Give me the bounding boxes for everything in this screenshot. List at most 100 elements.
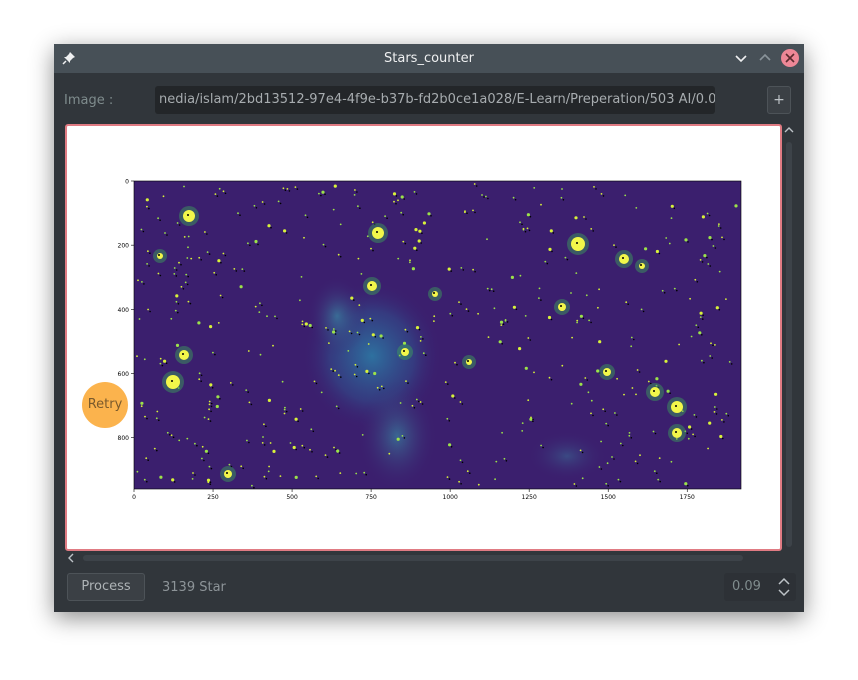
detection-marker — [340, 376, 342, 378]
horizontal-scrollbar[interactable] — [65, 553, 782, 563]
detection-marker — [502, 323, 505, 325]
star-mark — [267, 398, 271, 402]
star-mark — [579, 449, 582, 452]
bright-star — [650, 387, 660, 397]
detection-marker — [675, 431, 677, 433]
star-mark — [339, 223, 342, 226]
detection-marker — [462, 269, 465, 271]
spin-arrows-icon[interactable] — [777, 576, 791, 598]
star-mark — [701, 215, 706, 219]
star-field-plot: 0 200 400 600 800 0 250 500 750 1000 1250 1500 1750 — [118, 179, 742, 501]
bright-star — [432, 291, 438, 297]
detection-marker — [413, 407, 416, 409]
detection-marker — [695, 416, 698, 418]
detection-marker — [506, 321, 509, 323]
star-mark — [183, 185, 185, 188]
detection-marker — [604, 410, 606, 413]
bright-star — [671, 401, 683, 413]
star-mark — [639, 454, 641, 457]
star-mark — [157, 272, 160, 275]
star-mark — [213, 271, 216, 274]
vertical-scroll-thumb[interactable] — [786, 142, 792, 547]
plot-area: 0 200 400 600 800 0 250 500 750 1000 1250 1500 1750 — [118, 179, 742, 501]
horizontal-scroll-thumb[interactable] — [83, 555, 743, 561]
detection-marker — [263, 444, 266, 446]
star-mark — [418, 229, 422, 233]
maximize-icon[interactable] — [756, 49, 774, 67]
stars-counter-window: Stars_counter Image : nedia/islam/2bd135… — [54, 44, 804, 612]
star-mark — [272, 449, 276, 453]
star-mark — [581, 477, 584, 480]
star-mark — [512, 196, 515, 199]
star-mark — [688, 425, 692, 429]
star-mark — [693, 414, 696, 416]
star-mark — [718, 270, 721, 273]
add-image-button[interactable]: + — [767, 86, 791, 114]
process-button[interactable]: Process — [67, 573, 145, 601]
threshold-value[interactable]: 0.09 — [732, 579, 761, 594]
detection-marker — [311, 451, 313, 453]
detection-marker — [171, 380, 173, 382]
star-mark — [400, 211, 403, 214]
retry-button[interactable]: Retry — [82, 382, 128, 428]
star-mark — [698, 331, 702, 335]
detection-marker — [247, 391, 249, 393]
star-mark — [728, 361, 731, 363]
star-mark — [411, 404, 414, 407]
vertical-scrollbar[interactable] — [783, 124, 795, 554]
minimize-icon[interactable] — [732, 49, 750, 67]
detection-marker — [551, 250, 553, 253]
detection-marker — [284, 189, 287, 192]
window-title: Stars_counter — [384, 51, 474, 66]
detection-marker — [161, 364, 164, 367]
star-mark — [713, 411, 716, 413]
scroll-up-icon[interactable] — [784, 127, 794, 133]
star-mark — [254, 305, 257, 308]
star-mark — [655, 249, 660, 254]
star-mark — [454, 361, 456, 364]
detection-marker — [324, 193, 326, 195]
star-mark — [526, 227, 529, 230]
star-mark — [147, 250, 149, 253]
detection-marker — [301, 410, 304, 412]
detection-marker — [365, 473, 368, 476]
threshold-spinbox[interactable]: 0.09 — [724, 573, 796, 601]
star-mark — [187, 246, 189, 249]
star-mark — [283, 412, 286, 415]
star-mark — [371, 221, 374, 224]
scroll-left-icon[interactable] — [68, 553, 74, 563]
star-mark — [422, 352, 425, 355]
detection-marker — [730, 363, 733, 365]
star-mark — [402, 240, 405, 243]
detection-marker — [487, 197, 489, 200]
detection-marker — [711, 238, 713, 241]
title-bar[interactable]: Stars_counter — [54, 44, 804, 73]
star-mark — [504, 319, 507, 322]
nebula-filament — [307, 276, 367, 356]
star-mark — [166, 431, 169, 434]
star-mark — [217, 259, 221, 263]
detection-marker — [701, 261, 704, 263]
detection-marker — [461, 403, 464, 405]
star-mark — [571, 336, 573, 339]
star-mark — [396, 437, 400, 441]
detection-marker — [378, 389, 381, 391]
star-mark — [173, 273, 176, 275]
detection-marker — [312, 430, 315, 433]
detection-marker — [285, 232, 288, 234]
detection-marker — [581, 451, 584, 454]
star-mark — [301, 320, 304, 323]
star-mark — [521, 422, 524, 424]
detection-marker — [659, 480, 661, 483]
star-mark — [477, 312, 479, 315]
detection-marker — [370, 284, 372, 286]
close-button[interactable] — [781, 49, 799, 67]
y-axis: 0 200 400 600 800 — [118, 179, 134, 442]
star-mark — [365, 369, 369, 373]
star-mark — [143, 478, 146, 481]
star-mark — [598, 340, 602, 344]
pin-icon[interactable] — [62, 51, 76, 65]
detection-marker — [386, 217, 388, 219]
detection-marker — [694, 435, 696, 438]
image-path-field[interactable]: nedia/islam/2bd13512-97e4-4f9e-b37b-fd2b… — [155, 86, 715, 114]
